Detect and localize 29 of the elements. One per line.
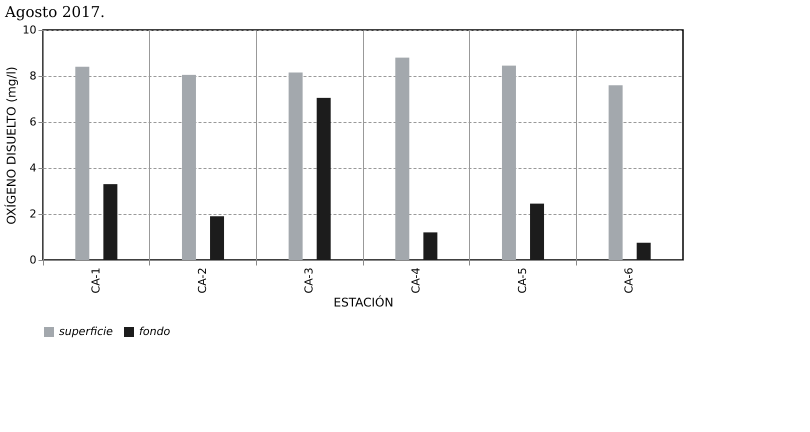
y-tick-label: 4 bbox=[30, 162, 36, 174]
bar bbox=[608, 85, 623, 260]
x-tick-label: CA-3 bbox=[302, 268, 316, 294]
bar bbox=[502, 66, 516, 260]
y-tick-label: 6 bbox=[30, 116, 36, 128]
bar bbox=[636, 242, 651, 260]
bar bbox=[182, 74, 196, 260]
bar bbox=[423, 232, 438, 260]
bar bbox=[395, 58, 410, 260]
chart-title: Agosto 2017. bbox=[4, 3, 105, 21]
bar bbox=[103, 184, 118, 260]
x-tick-label: CA-4 bbox=[409, 268, 422, 294]
y-tick-label: 8 bbox=[30, 70, 36, 82]
bar bbox=[210, 216, 224, 260]
y-axis-title: OXÍGENO DISUELTO (mg/l) bbox=[4, 66, 19, 224]
y-tick-label: 0 bbox=[30, 254, 36, 266]
bar bbox=[530, 204, 544, 260]
bar bbox=[75, 66, 90, 260]
x-tick-label: CA-5 bbox=[516, 268, 529, 294]
bar bbox=[288, 72, 303, 260]
x-axis-title: ESTACIÓN bbox=[334, 294, 394, 310]
x-tick-label: CA-6 bbox=[622, 268, 636, 294]
bar bbox=[316, 98, 331, 260]
y-tick-label: 10 bbox=[22, 24, 36, 36]
legend-label: fondo bbox=[139, 325, 171, 338]
legend-label: superficie bbox=[59, 325, 114, 338]
y-tick-label: 2 bbox=[30, 208, 36, 220]
x-tick-label: CA-1 bbox=[89, 268, 102, 294]
x-tick-label: CA-2 bbox=[196, 268, 209, 294]
